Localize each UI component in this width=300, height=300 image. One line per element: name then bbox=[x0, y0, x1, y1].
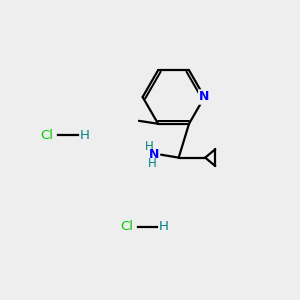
Text: N: N bbox=[148, 148, 159, 161]
Text: H: H bbox=[148, 157, 157, 170]
Text: H: H bbox=[159, 220, 169, 233]
Text: H: H bbox=[145, 140, 154, 153]
Text: Cl: Cl bbox=[40, 129, 53, 142]
Text: H: H bbox=[80, 129, 90, 142]
Text: Cl: Cl bbox=[120, 220, 133, 233]
Text: N: N bbox=[199, 91, 210, 103]
